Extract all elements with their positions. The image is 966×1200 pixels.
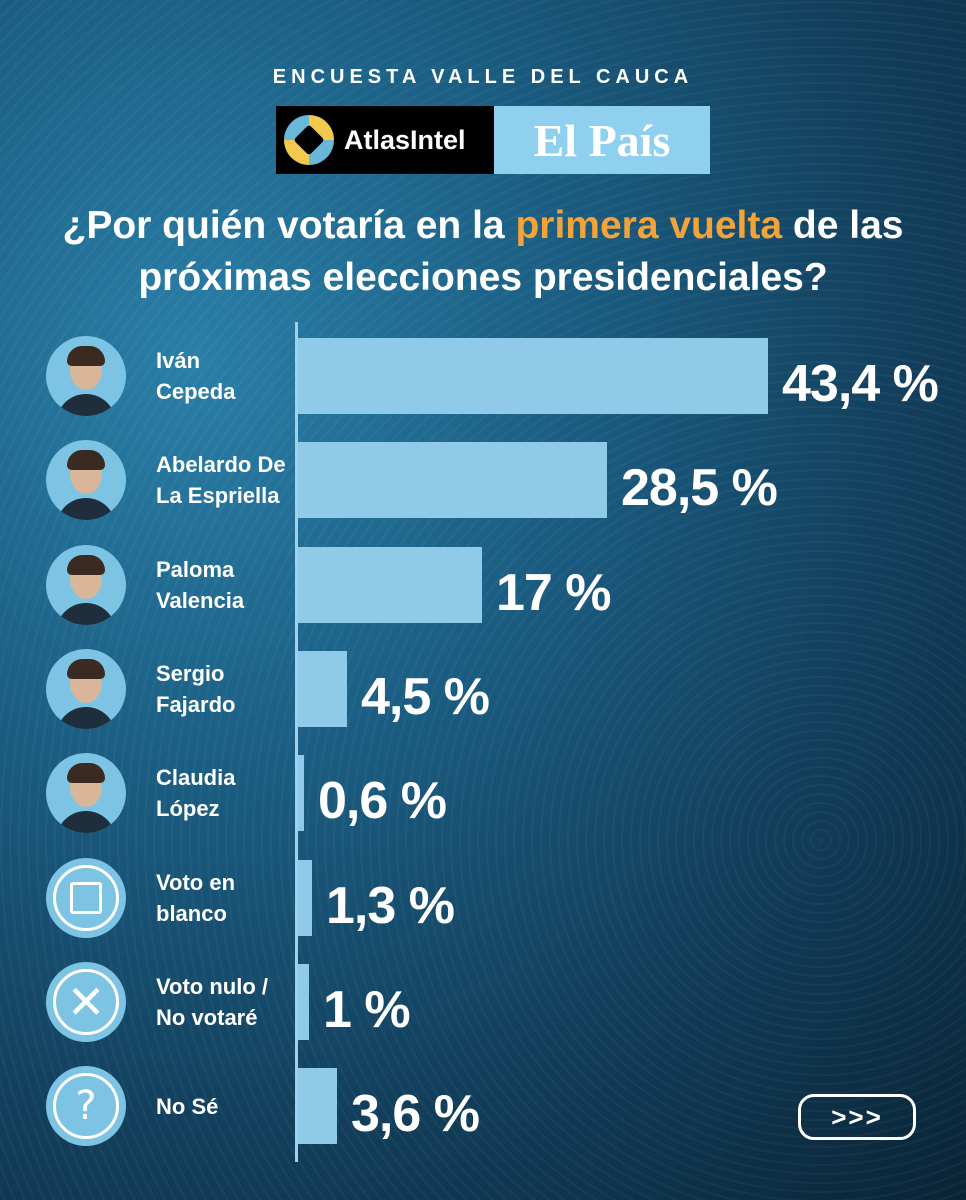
avatar-body [56,603,116,625]
atlasintel-wordmark: AtlasIntel [344,124,466,155]
chart-axis-line [295,322,298,1162]
candidate-avatar [46,336,126,416]
category-label: No Sé [156,1091,294,1122]
data-label: 1,3 % [326,877,455,935]
category-label: Sergio Fajardo [156,658,294,720]
question-icon: ? [46,1066,126,1146]
category-label-line: Valencia [156,588,245,613]
data-label: 43,4 % [782,355,939,413]
data-label: 3,6 % [351,1085,480,1143]
survey-title: ENCUESTA VALLE DEL CAUCA [272,66,694,88]
category-label: Iván Cepeda [156,345,294,407]
category-label-line: Iván [156,348,201,373]
bar [298,964,309,1040]
data-label: 17 % [496,564,612,622]
category-label-line: La Espriella [156,483,280,508]
candidate-avatar [46,440,126,520]
question-part1: ¿Por quién votaría en la [62,204,516,247]
avatar-hair [67,763,105,783]
bar [298,338,768,414]
bar [298,547,482,623]
question-part2: de las próximas elecciones presidenciale… [138,204,904,299]
elpais-logo: El País [494,106,710,174]
next-button[interactable]: >>> [798,1094,916,1140]
avatar-body [56,707,116,729]
category-label-line: Fajardo [156,692,236,717]
category-label-line: Paloma [156,557,235,582]
avatar-hair [67,450,105,470]
candidate-avatar [46,753,126,833]
avatar-hair [67,659,105,679]
category-label: Claudia López [156,762,294,824]
category-label: Paloma Valencia [156,554,294,616]
bar [298,755,304,831]
atlasintel-logo: AtlasIntel [276,106,494,174]
bar [298,860,312,936]
data-label: 28,5 % [621,459,778,517]
category-label-line: Cepeda [156,379,236,404]
category-label: Voto en blanco [156,867,294,929]
data-label: 4,5 % [361,668,490,726]
avatar-hair [67,346,105,366]
bar [298,442,607,518]
category-label-line: No Sé [156,1093,219,1119]
category-label-line: Sergio [156,661,225,686]
bar [298,1068,337,1144]
category-label: Voto nulo / No votaré [156,971,294,1033]
icon-ring: ? [53,1073,119,1139]
avatar-body [56,394,116,416]
data-label: 1 % [323,981,411,1039]
icon-ring [53,865,119,931]
question-mark-icon: ? [75,1083,97,1129]
null-vote-icon: ✕ [46,962,126,1042]
blank-square-icon [70,882,102,914]
atlasintel-mark-icon [284,115,334,165]
avatar-body [56,498,116,520]
candidate-avatar [46,545,126,625]
category-label-line: Voto nulo / [156,974,269,999]
logos: AtlasIntel El País [276,106,710,174]
category-label-line: No votaré [156,1005,258,1030]
category-label-line: Abelardo De [156,452,286,477]
blank-ballot-icon [46,858,126,938]
x-mark-icon: ✕ [66,975,106,1029]
category-label-line: Voto en [156,870,236,895]
question-highlight: primera vuelta [515,204,783,247]
icon-ring: ✕ [53,969,119,1035]
category-label: Abelardo De La Espriella [156,449,294,511]
candidate-avatar [46,649,126,729]
bar [298,651,347,727]
avatar-hair [67,555,105,575]
question-title: ¿Por quién votaría en la primera vuelta … [0,200,966,304]
data-label: 0,6 % [318,772,447,830]
category-label-line: Claudia [156,765,236,790]
avatar-body [56,811,116,833]
category-label-line: blanco [156,901,227,926]
category-label-line: López [156,796,220,821]
